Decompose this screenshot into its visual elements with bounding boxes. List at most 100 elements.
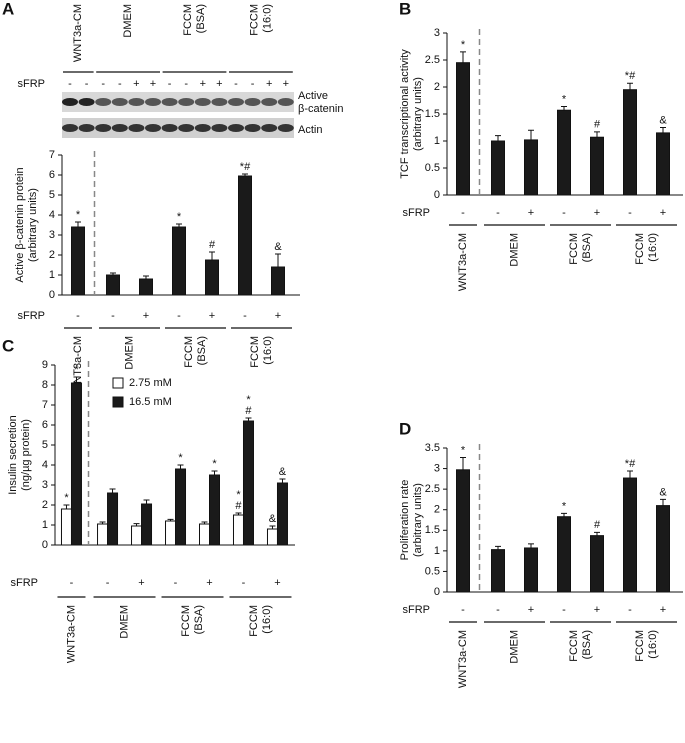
x-tick-label: + [209,310,215,322]
band [194,98,211,106]
band [178,98,195,106]
y-tick-label: 7 [42,399,48,411]
error-bar [143,275,149,279]
error-bar [627,82,633,90]
error-bar [660,498,666,506]
error-bar [167,518,174,521]
panel-label: C [2,336,14,355]
y-tick-label: 5 [42,439,48,451]
band [128,124,145,132]
bar [590,136,604,196]
bar [276,482,288,546]
group-label: WNT3a-CM [457,233,469,291]
group-label: (16:0) [261,605,273,634]
bar [557,109,571,196]
error-bar [279,478,286,483]
x-tick-label: - [177,310,181,322]
band [145,124,161,132]
band-label: Active [298,90,328,102]
annotation: * [236,489,241,501]
group-label: FCCM [248,605,260,637]
band [111,98,128,106]
x-tick-label: - [76,310,80,322]
y-tick-label: 2 [49,249,55,261]
x-tick-label: + [143,310,149,322]
x-tick-label: + [138,577,144,589]
bar [456,469,470,593]
group-label: FCCM [568,630,580,662]
error-bar [269,525,276,529]
blot-group-label: FCCM [248,4,260,36]
group-label: (16:0) [647,630,659,659]
bar [141,503,153,546]
x-tick-label: - [496,604,500,616]
y-axis-label: TCF transcriptional activity [399,49,411,179]
y-tick-label: 0.5 [425,162,440,174]
y-tick-label: 6 [49,169,55,181]
y-tick-label: 0 [42,539,48,551]
y-axis-label: (arbitrary units) [27,188,39,262]
y-tick-label: 0 [49,289,55,301]
y-axis-label: Proliferation rate [399,480,411,561]
x-tick-label: - [461,604,465,616]
x-tick-label: - [628,207,632,219]
error-bar [594,131,600,138]
y-tick-label: 2.5 [425,483,440,495]
band [78,124,95,132]
error-bar [275,253,281,267]
y-tick-label: 3 [434,462,440,474]
band [277,124,294,132]
y-tick-label: 0.5 [425,565,440,577]
bar [172,226,186,296]
x-tick-label: + [660,207,666,219]
row-label: sFRP [18,310,46,322]
x-tick-label: - [628,604,632,616]
annotation: *# [625,70,636,82]
lane-label: - [85,78,89,90]
blot-group-label: (16:0) [261,4,273,33]
band [277,98,294,106]
annotation: * [461,444,466,456]
x-tick-label: - [243,310,247,322]
band [211,124,228,132]
annotation: * [177,211,182,223]
error-bar [110,272,116,275]
band [62,98,78,106]
y-tick-label: 2 [434,504,440,516]
y-tick-label: 3 [49,229,55,241]
legend-swatch [112,377,124,389]
annotation: * [246,394,251,406]
y-tick-label: 6 [42,419,48,431]
x-tick-label: - [70,577,74,589]
y-axis-label: (ng/µg protein) [20,419,32,491]
panel-label: B [399,0,411,18]
annotation: * [562,93,567,105]
y-axis-label: Insulin secretion [7,415,19,495]
error-bar [177,464,184,469]
bar [238,175,252,296]
bar [209,474,220,546]
bar [205,259,219,296]
x-tick-label: - [562,207,566,219]
y-tick-label: 5 [49,189,55,201]
bar [623,477,637,593]
lane-label: + [283,78,289,90]
y-tick-label: 1 [434,545,440,557]
bar [456,62,470,196]
bar [491,549,505,593]
lane-label: - [118,78,122,90]
lane-label: - [234,78,238,90]
y-tick-label: 2.5 [425,54,440,66]
bar [656,505,670,593]
annotation: & [274,241,282,253]
error-bar [245,417,252,421]
band-label: β-catenin [298,103,343,115]
lane-label: - [101,78,105,90]
bar [271,266,285,296]
bar [175,468,187,546]
y-tick-label: 9 [42,359,48,371]
row-label: sFRP [18,78,46,90]
group-label: WNT3a-CM [72,336,84,394]
bar [139,278,153,296]
group-label: FCCM [634,630,646,662]
